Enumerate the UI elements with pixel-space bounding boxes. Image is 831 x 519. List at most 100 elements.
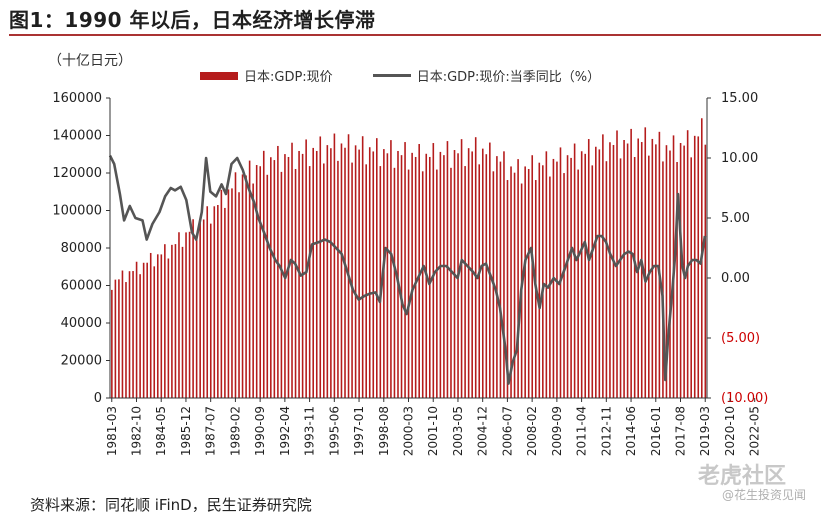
gdp-bar [164,244,166,398]
left-axis-unit: （十亿日元） [48,53,132,69]
gdp-bar [485,154,488,398]
gdp-bar [623,140,625,398]
gdp-bar [471,151,473,398]
legend-entry-gdp: 日本:GDP:现价 [244,70,333,85]
gdp-bar [630,128,632,398]
gdp-bar [531,155,534,398]
left-tick-label: 120000 [52,166,102,181]
x-tick-label: 2017-08 [674,406,688,456]
x-tick-label: 1987-07 [204,406,218,456]
gdp-bar [665,145,668,398]
gdp-bar [340,143,343,398]
right-tick-label: 0.00 [721,271,750,286]
gdp-bar [549,176,551,398]
gdp-bar [400,155,403,398]
right-tick-label: 5.00 [721,211,750,226]
gdp-bar [450,167,452,398]
left-tick-label: 140000 [52,129,102,144]
gdp-bar [323,163,325,398]
gdp-bar [460,139,463,398]
x-tick-label: 1984-05 [154,406,168,456]
source-note: 资料来源：同花顺 iFinD，民生证券研究院 [30,496,312,514]
x-tick-label: 1992-04 [278,406,292,456]
x-tick-label: 2011-04 [575,406,589,456]
gdp-bar [231,188,233,398]
gdp-bar [185,232,187,398]
gdp-bar [506,180,509,398]
gdp-bar [577,169,579,398]
gdp-bar [273,160,276,398]
legend-bar-swatch [200,71,238,80]
gdp-bar [584,153,587,398]
left-tick-label: 20000 [61,354,102,369]
gdp-bar [255,165,258,398]
gdp-bar [312,147,314,398]
gdp-bar [644,127,647,398]
gdp-bar [513,172,516,398]
gdp-bar [436,169,438,398]
gdp-bar [566,155,569,398]
gdp-bar [503,151,505,398]
gdp-bar [358,149,360,398]
left-tick-label: 80000 [61,241,102,256]
gdp-bar [111,289,113,398]
gdp-bar [407,169,410,398]
legend-entry-growth: 日本:GDP:现价:当季同比（%） [416,70,601,85]
gdp-bar [662,161,664,398]
gdp-bar [443,155,445,398]
gdp-bar [376,138,378,398]
gdp-bar [149,252,152,398]
gdp-bar [690,157,692,398]
left-tick-label: 100000 [52,204,102,219]
gdp-bar [227,189,230,398]
gdp-bar [686,130,689,398]
gdp-bar [188,231,191,398]
gdp-bar [697,136,700,399]
x-tick-label: 2009-09 [550,406,564,456]
gdp-bar [139,274,141,398]
gdp-bar [220,189,223,398]
gdp-bar [347,134,350,398]
x-tick-label: 1993-11 [303,406,317,456]
gdp-bar [464,166,466,398]
gdp-bar [693,135,696,398]
right-tick-label: (5.00) [721,331,760,346]
gdp-bar [234,172,237,398]
gdp-bar [291,142,293,398]
gdp-bar [524,166,526,398]
watermark-sub: @花生投资见闻 [722,488,807,502]
gdp-bar [287,156,290,398]
x-tick-label: 1985-12 [179,406,193,456]
growth-line [108,155,707,385]
left-tick-label: 60000 [61,279,102,294]
gdp-bar [365,164,367,398]
gdp-bar [224,207,226,398]
gdp-bar [404,142,406,398]
gdp-bar [517,159,519,399]
gdp-bar [467,148,470,398]
gdp-bar [156,254,159,398]
gdp-bar [609,142,611,398]
gdp-bar [128,271,131,398]
legend-line-swatch [372,74,411,77]
gdp-bar [545,151,548,398]
gdp-bar [605,161,608,398]
gdp-bar [626,143,629,398]
gdp-bar [414,156,417,398]
gdp-bar [676,162,678,398]
gdp-bar [411,152,413,398]
gdp-bar [478,164,481,398]
x-tick-label: 2003-05 [451,406,465,456]
gdp-bar [280,171,283,398]
gdp-bar [499,161,502,398]
gdp-bar [542,165,544,398]
x-tick-label: 2001-10 [426,406,440,456]
gdp-bar [262,150,265,398]
gdp-bar [598,149,601,398]
x-tick-label: 1982-10 [130,406,144,456]
gdp-bar [192,219,194,398]
gdp-bar [213,206,216,398]
gdp-bar [202,219,205,398]
gdp-bar [658,131,661,398]
